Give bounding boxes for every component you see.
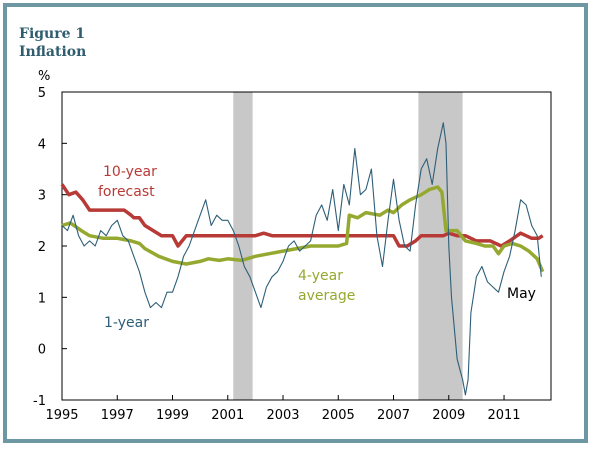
y-axis-unit-label: % [38,69,50,84]
x-tick-label-0: 1995 [45,408,78,423]
x-tick-label-7: 2009 [432,408,465,423]
figure-label: Figure 1 [19,26,86,42]
x-tick-label-8: 2011 [487,408,520,423]
y-tick-label-6: -1 [33,394,46,409]
y-tick-label-3: 2 [38,240,46,255]
ten-year-forecast-line [60,183,544,248]
y-tick-label-5: 0 [38,343,46,358]
y-tick-label-1: 4 [38,137,46,152]
x-tick-label-3: 2001 [211,408,244,423]
may-label: May [507,286,536,302]
one-year-line [61,122,542,396]
series-lines [60,122,545,396]
one-year-label: 1-year [104,315,149,331]
x-tick-label-5: 2005 [322,408,355,423]
recession-band-1 [418,92,463,400]
forecast-label-line1: 10-year [103,164,157,180]
average-label-line2: average [298,288,355,304]
four-year-average-line [61,185,545,273]
average-label-line1: 4-year [298,268,343,284]
figure-frame [3,3,588,443]
y-tick-label-0: 5 [38,86,46,101]
figure-title: Inflation [19,44,87,60]
x-tick-label-4: 2003 [266,408,299,423]
y-tick-label-2: 3 [38,189,46,204]
x-tick-label-1: 1997 [101,408,134,423]
forecast-label-line2: forecast [98,184,155,200]
recession-band-0 [233,92,253,400]
recession-bands [233,92,463,400]
y-tick-label-4: 1 [38,291,46,306]
x-tick-label-6: 2007 [377,408,410,423]
x-tick-label-2: 1999 [156,408,189,423]
